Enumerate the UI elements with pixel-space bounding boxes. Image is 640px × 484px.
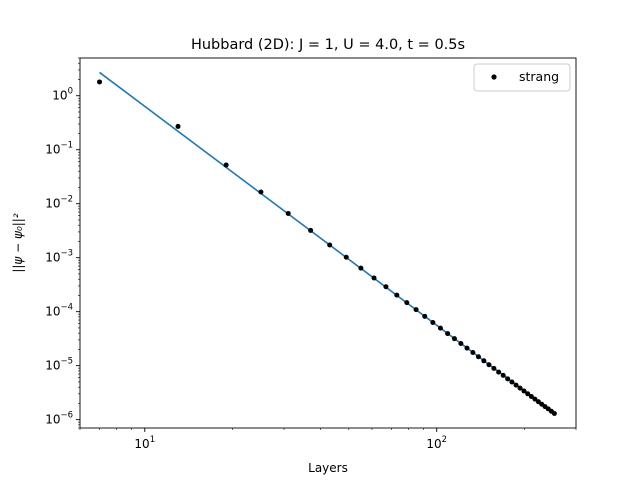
y-tick-label: 10−2 <box>45 195 73 211</box>
data-point <box>451 336 457 342</box>
data-points <box>97 79 557 416</box>
data-point <box>500 372 506 378</box>
data-point <box>371 275 377 281</box>
data-point <box>394 292 400 298</box>
data-point <box>475 354 481 360</box>
data-point <box>491 365 497 371</box>
data-point <box>97 79 103 85</box>
data-point <box>445 331 451 337</box>
data-point <box>481 358 487 364</box>
legend-marker-strang <box>491 74 497 80</box>
data-point <box>404 300 410 306</box>
data-point <box>509 379 515 385</box>
chart-title: Hubbard (2D): J = 1, U = 4.0, t = 0.5s <box>191 37 465 53</box>
x-axis-ticks: 101 102 <box>79 428 577 451</box>
y-tick-label: 10−1 <box>45 141 73 157</box>
legend-box <box>473 63 571 92</box>
data-point <box>413 307 419 313</box>
data-point <box>327 242 333 248</box>
data-point <box>175 123 181 129</box>
x-tick-label: 102 <box>426 435 447 451</box>
data-point <box>422 313 428 319</box>
y-axis-label: ||ψ − ψ₀||² <box>11 213 25 272</box>
data-point <box>358 265 364 271</box>
data-point <box>486 362 492 368</box>
data-point <box>532 396 538 402</box>
data-point <box>528 394 534 400</box>
data-point <box>383 284 389 290</box>
data-point <box>285 210 291 216</box>
data-point <box>464 345 470 351</box>
y-tick-label: 10−3 <box>45 249 73 265</box>
data-point <box>496 369 502 375</box>
data-point <box>308 227 314 233</box>
data-point <box>470 350 476 356</box>
data-point <box>458 341 464 347</box>
data-point <box>258 189 264 195</box>
legend: strang <box>473 63 571 92</box>
data-point <box>513 382 519 388</box>
data-point <box>430 320 436 325</box>
y-tick-label: 100 <box>52 87 73 103</box>
data-point <box>517 385 523 391</box>
legend-label-strang: strang <box>519 69 559 84</box>
data-point <box>521 388 527 394</box>
x-tick-label: 101 <box>134 435 155 451</box>
y-tick-label: 10−4 <box>45 303 73 319</box>
data-point <box>551 410 557 416</box>
data-point <box>437 325 443 331</box>
data-point <box>505 376 511 382</box>
axes-spines <box>79 57 577 429</box>
data-point <box>223 162 229 168</box>
data-point <box>525 391 531 397</box>
data-point <box>343 254 349 260</box>
y-tick-label: 10−5 <box>45 357 73 373</box>
axes-frame <box>79 57 577 429</box>
x-axis-label: Layers <box>308 461 348 475</box>
y-tick-label: 10−6 <box>45 411 73 427</box>
